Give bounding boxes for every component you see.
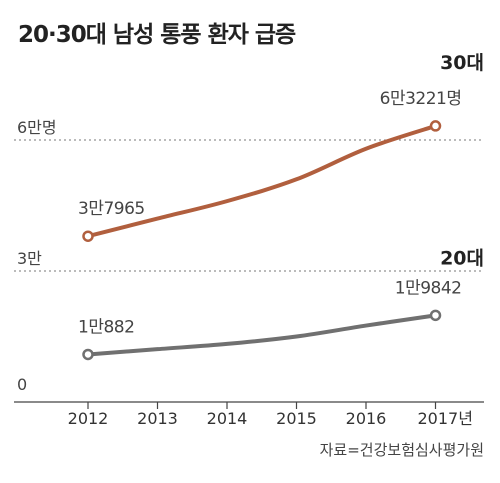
x-tick-label: 2012 [68, 409, 109, 428]
data-label: 1만882 [78, 317, 134, 337]
data-point [429, 120, 442, 132]
data-label: 3만7965 [78, 199, 145, 219]
y-axis-labels: 0 3만 6만명 [17, 118, 57, 394]
data-point [82, 230, 94, 242]
y-tick-label: 3만 [17, 249, 42, 268]
y-tick-label: 6만명 [17, 118, 57, 137]
series-line-30대 [86, 123, 438, 239]
data-point [429, 309, 442, 322]
data-point [82, 348, 94, 361]
data-label: 6만3221명 [380, 89, 462, 109]
source-note: 자료=건강보험심사평가원 [320, 441, 484, 459]
x-axis: 2012 2013 2014 2015 2016 2017년 [14, 401, 484, 428]
series-name-label: 30대 [440, 52, 484, 74]
chart-title: 20·30대 남성 통풍 환자 급증 [18, 22, 296, 48]
series-layer: 3만7965 6만3221명 30대 1만882 1만9842 20대 [78, 52, 484, 361]
x-tick-label: 2017년 [418, 409, 473, 428]
y-tick-label: 0 [17, 375, 27, 394]
x-tick-label: 2016 [346, 409, 387, 428]
series-name-label: 20대 [440, 247, 484, 269]
x-tick-label: 2013 [137, 409, 178, 428]
data-label: 1만9842 [395, 278, 462, 298]
x-tick-label: 2015 [276, 409, 317, 428]
gridlines [14, 139, 484, 272]
series-line-20대 [86, 313, 438, 357]
x-tick-label: 2014 [207, 409, 248, 428]
